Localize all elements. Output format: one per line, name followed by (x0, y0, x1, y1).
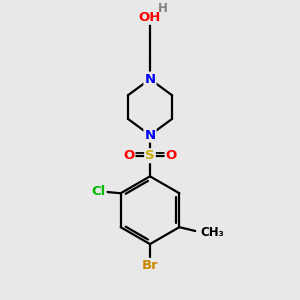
Text: N: N (144, 73, 156, 85)
Text: O: O (166, 149, 177, 162)
Text: Br: Br (142, 259, 158, 272)
Text: Cl: Cl (92, 185, 106, 198)
Text: H: H (158, 2, 167, 16)
Text: O: O (123, 149, 134, 162)
Text: CH₃: CH₃ (201, 226, 224, 239)
Text: OH: OH (139, 11, 161, 24)
Text: N: N (144, 129, 156, 142)
Text: S: S (145, 149, 155, 162)
